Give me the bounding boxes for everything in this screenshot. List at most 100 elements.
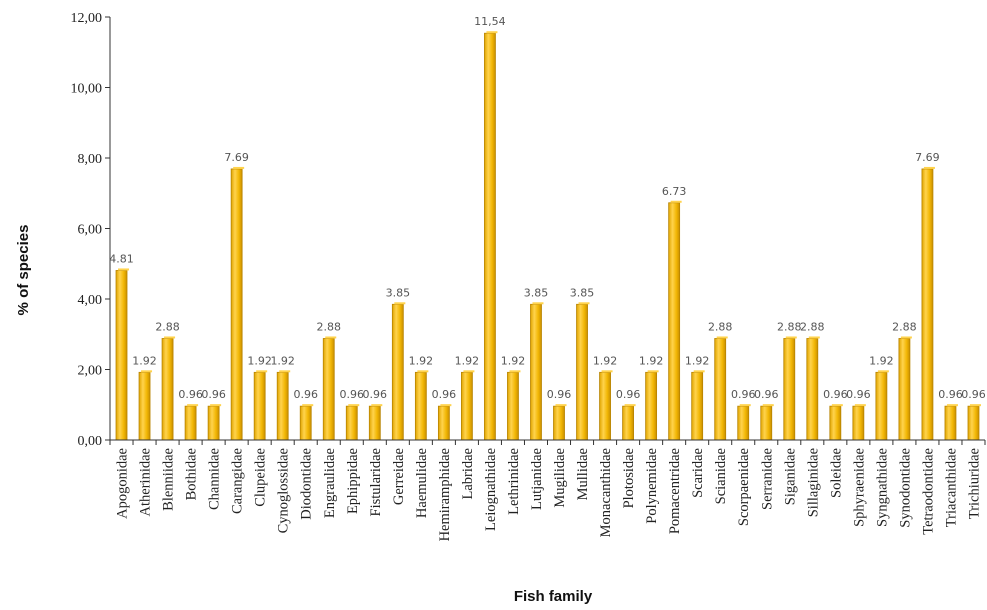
- x-tick-label: Triacanthidae: [943, 448, 959, 527]
- x-tick-label: Gerreidae: [391, 448, 407, 505]
- x-tick-label: Bothidae: [184, 448, 200, 500]
- bar-scianidae: [714, 338, 727, 441]
- bar-bothidae: [184, 405, 197, 441]
- bar-top: [325, 336, 337, 339]
- x-tick-label: Leiognathidae: [483, 448, 499, 531]
- x-tick-label: Serranidae: [759, 448, 775, 510]
- data-label: 2.88: [800, 320, 825, 333]
- x-tick-label: Hemiramphidae: [437, 448, 453, 541]
- data-label: 0.96: [616, 388, 641, 401]
- x-tick-label: Atherinidae: [138, 448, 154, 516]
- bar-top: [601, 370, 613, 373]
- data-label: 0.96: [293, 388, 318, 401]
- bar-top: [877, 370, 889, 373]
- x-tick-label: Haemulidae: [414, 448, 430, 518]
- bar-top: [394, 302, 406, 305]
- data-label: 0.96: [547, 388, 572, 401]
- data-label: 1.92: [593, 354, 618, 367]
- bar-top: [739, 404, 751, 407]
- x-tick-label: Blenniidae: [161, 448, 177, 511]
- data-label: 2.88: [155, 320, 180, 333]
- data-label: 3.85: [524, 286, 549, 299]
- bar-trichiuridae: [967, 405, 980, 441]
- x-tick-label: Diodontidae: [299, 448, 315, 520]
- x-tick-label: Siganidae: [782, 448, 798, 505]
- x-tick-label: Synodontidae: [897, 448, 913, 528]
- bar-ephippidae: [345, 405, 358, 441]
- bar-top: [854, 404, 866, 407]
- bar-blenniidae: [161, 338, 174, 441]
- x-tick-label: Engraulidae: [322, 448, 338, 518]
- bar-pomacentridae: [668, 202, 681, 441]
- bar-mugilidae: [553, 405, 565, 441]
- data-label: 7.69: [915, 151, 940, 164]
- data-label: 3.85: [386, 286, 411, 299]
- bar-engraulidae: [322, 338, 335, 441]
- x-axis-title: Fish family: [514, 588, 593, 605]
- x-tick-label: Pomacentridae: [667, 448, 683, 534]
- y-tick-label: 12,00: [71, 11, 103, 26]
- bar-haemulidae: [414, 371, 427, 441]
- bar-top: [785, 336, 797, 339]
- data-label: 0.96: [846, 388, 871, 401]
- bar-top: [371, 404, 383, 407]
- bar-top: [532, 302, 544, 305]
- x-tick-label: Tetraodontidae: [920, 448, 936, 535]
- bar-top: [210, 404, 222, 407]
- bar-top: [463, 370, 475, 373]
- y-tick-label: 8,00: [78, 152, 103, 167]
- bar-top: [233, 166, 245, 169]
- bar-leiognathidae: [484, 32, 496, 441]
- bar-top: [417, 370, 429, 373]
- bar-top: [831, 404, 843, 407]
- bar-top: [808, 336, 820, 339]
- data-label: 0.96: [731, 388, 756, 401]
- data-label: 0.96: [363, 388, 388, 401]
- bar-top: [555, 404, 567, 407]
- data-label: 11,54: [474, 15, 506, 28]
- x-tick-label: Clupeidae: [253, 448, 269, 507]
- bar-top: [279, 370, 291, 373]
- bar-synodontidae: [898, 338, 911, 441]
- bar-top: [164, 336, 176, 339]
- data-label: 1.92: [501, 354, 526, 367]
- bar-siganidae: [783, 338, 796, 441]
- bar-top: [187, 404, 199, 407]
- data-label: 0.96: [754, 388, 779, 401]
- bar-clupeidae: [253, 371, 266, 441]
- x-tick-label: Channidae: [207, 448, 223, 510]
- bar-atherinidae: [138, 371, 151, 441]
- data-label: 0.96: [823, 388, 848, 401]
- bar-polynemidae: [645, 371, 658, 441]
- y-tick-label: 10,00: [71, 82, 103, 97]
- bar-triacanthidae: [944, 405, 957, 441]
- data-label: 2.88: [317, 320, 342, 333]
- data-label: 0.96: [432, 388, 457, 401]
- y-tick-label: 6,00: [78, 223, 103, 238]
- bar-top: [900, 336, 912, 339]
- data-label: 0.96: [178, 388, 203, 401]
- data-label: 7.69: [224, 151, 249, 164]
- x-tick-label: Monacanthidae: [598, 448, 614, 537]
- bar-serranidae: [760, 405, 773, 441]
- data-label: 0.96: [938, 388, 963, 401]
- bar-diodontidae: [299, 405, 312, 441]
- bar-carangidae: [230, 168, 243, 441]
- data-label: 1.92: [685, 354, 710, 367]
- x-tick-label: Fistularidae: [368, 448, 384, 516]
- x-tick-label: Scorpaenidae: [736, 448, 752, 526]
- bar-top: [141, 370, 153, 373]
- data-label: 1.92: [869, 354, 894, 367]
- bar-fistularidae: [368, 405, 381, 441]
- bar-cynoglossidae: [276, 371, 289, 441]
- data-label: 2.88: [892, 320, 917, 333]
- bar-top: [762, 404, 774, 407]
- bar-top: [923, 166, 935, 169]
- bar-top: [624, 404, 636, 407]
- bar-lethrinidae: [507, 371, 519, 441]
- x-tick-label: Labridae: [460, 448, 476, 500]
- bar-top: [256, 370, 268, 373]
- bar-hemiramphidae: [437, 405, 450, 441]
- data-label: 4.81: [109, 252, 134, 265]
- x-tick-label: Mugilidae: [552, 448, 568, 508]
